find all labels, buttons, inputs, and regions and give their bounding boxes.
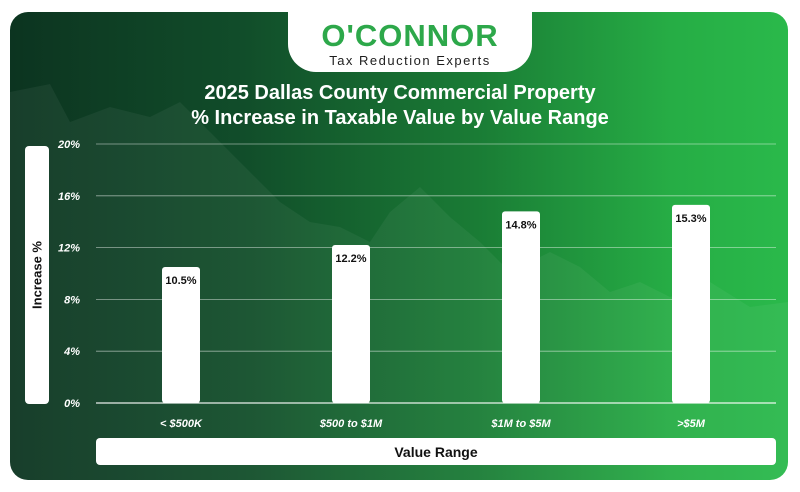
logo-wordmark: O'CONNOR [321, 18, 499, 53]
bar [502, 211, 540, 403]
x-tick-label: $1M to $5M [490, 418, 551, 430]
data-label: 15.3% [675, 213, 706, 225]
y-tick-label: 0% [64, 398, 80, 410]
y-tick-label: 12% [58, 243, 80, 255]
x-axis-label: Value Range [394, 444, 478, 460]
x-tick-label: >$5M [677, 418, 706, 430]
data-label: 10.5% [165, 275, 196, 287]
x-axis-label-box [96, 438, 776, 465]
data-label: 12.2% [335, 253, 366, 265]
x-tick-label: $500 to $1M [319, 418, 383, 430]
bar [162, 267, 200, 403]
y-tick-label: 4% [63, 346, 80, 358]
chart-title: 2025 Dallas County Commercial Property [204, 82, 596, 104]
y-axis-label-box [25, 146, 49, 404]
chart-subtitle: % Increase in Taxable Value by Value Ran… [191, 107, 609, 129]
logo-tagline: Tax Reduction Experts [329, 53, 491, 68]
data-label: 14.8% [505, 219, 536, 231]
y-tick-label: 20% [57, 139, 80, 151]
y-tick-label: 16% [58, 191, 80, 203]
bar [332, 245, 370, 403]
bar [672, 204, 710, 403]
logo: O'CONNOR Tax Reduction Experts [288, 12, 532, 72]
x-tick-label: < $500K [160, 418, 203, 430]
chart-card: O'CONNOR Tax Reduction Experts [10, 12, 788, 480]
y-axis-label: Increase % [29, 241, 45, 309]
y-tick-label: 8% [64, 294, 80, 306]
background-mountains [10, 84, 788, 480]
